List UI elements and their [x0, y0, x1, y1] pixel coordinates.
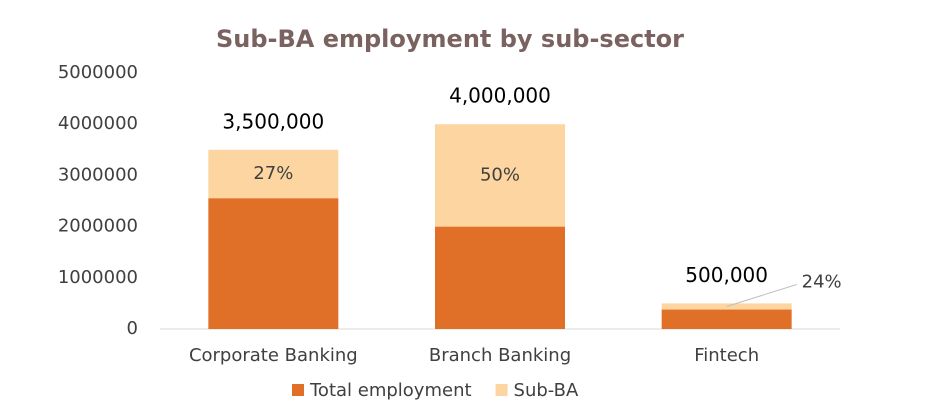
bar-segment [435, 124, 565, 227]
x-tick-label: Corporate Banking [189, 345, 358, 366]
legend-label: Sub-BA [514, 380, 579, 401]
chart-title: Sub-BA employment by sub-sector [216, 25, 684, 53]
total-label: 4,000,000 [449, 84, 551, 108]
y-tick-label: 0 [127, 318, 138, 339]
share-label: 27% [253, 163, 293, 184]
bar-segment [435, 226, 565, 329]
bar-segment [208, 198, 339, 329]
legend-swatch [292, 384, 304, 396]
share-label: 24% [802, 271, 842, 292]
y-tick-label: 3000000 [58, 164, 138, 185]
share-label: 50% [480, 164, 520, 185]
legend-swatch [495, 384, 508, 396]
x-tick-label: Fintech [694, 345, 759, 366]
legend-label: Total employment [309, 380, 472, 401]
x-tick-label: Branch Banking [429, 345, 571, 366]
bar-segment [661, 309, 792, 329]
leader-line [726, 283, 797, 307]
total-label: 500,000 [685, 263, 768, 287]
y-tick-label: 4000000 [58, 113, 138, 134]
total-label: 3,500,000 [222, 109, 324, 133]
bar-segment [208, 149, 339, 199]
y-tick-label: 2000000 [58, 216, 138, 237]
y-tick-label: 5000000 [58, 62, 138, 83]
y-tick-label: 1000000 [58, 267, 138, 288]
